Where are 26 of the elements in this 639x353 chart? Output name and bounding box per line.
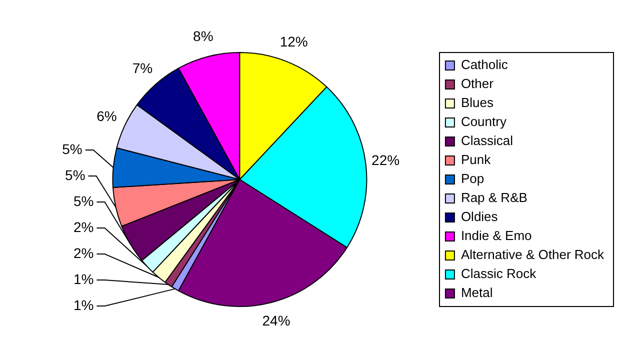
data-label: 2%: [73, 218, 94, 235]
data-label: 2%: [73, 244, 94, 261]
legend-label: Country: [460, 114, 507, 130]
legend-label: Indie & Emo: [460, 228, 532, 244]
legend-label: Blues: [460, 95, 494, 110]
legend-label: Alternative & Other Rock: [460, 247, 604, 262]
data-label: 5%: [62, 140, 82, 157]
data-label: 5%: [73, 192, 94, 209]
legend-label: Pop: [460, 171, 484, 186]
legend-label: Metal: [460, 285, 493, 300]
data-label: 7%: [132, 60, 153, 76]
data-label: 12%: [280, 34, 308, 50]
legend-label: Rap & R&B: [460, 190, 528, 206]
legend-label: Punk: [460, 152, 492, 168]
data-label: 8%: [193, 28, 214, 44]
legend-label: Classical: [460, 133, 514, 148]
legend-label: Oldies: [460, 209, 498, 224]
data-label: 24%: [262, 312, 290, 329]
legend-label: Classic Rock: [460, 266, 537, 282]
legend-label: Catholic: [460, 57, 508, 72]
data-label: 6%: [96, 108, 117, 124]
data-label: 5%: [65, 166, 86, 183]
legend-label: Other: [460, 76, 494, 92]
data-label: 22%: [372, 152, 400, 168]
data-label: 1%: [73, 270, 94, 287]
data-label: 1%: [73, 296, 94, 313]
